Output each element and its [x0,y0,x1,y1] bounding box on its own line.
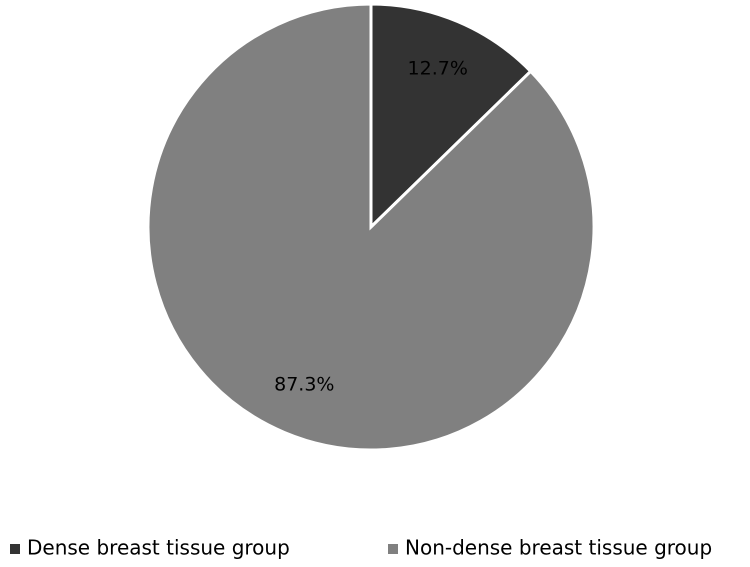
pie-slice [369,2,533,231]
data-label: 87.3% [274,374,334,396]
data-label: 12.7% [408,57,468,79]
pie-slice [146,2,596,452]
legend-marker [388,544,398,554]
legend-marker [10,544,20,554]
legend-label: Non-dense breast tissue group [405,536,712,560]
legend-label: Dense breast tissue group [27,536,290,560]
